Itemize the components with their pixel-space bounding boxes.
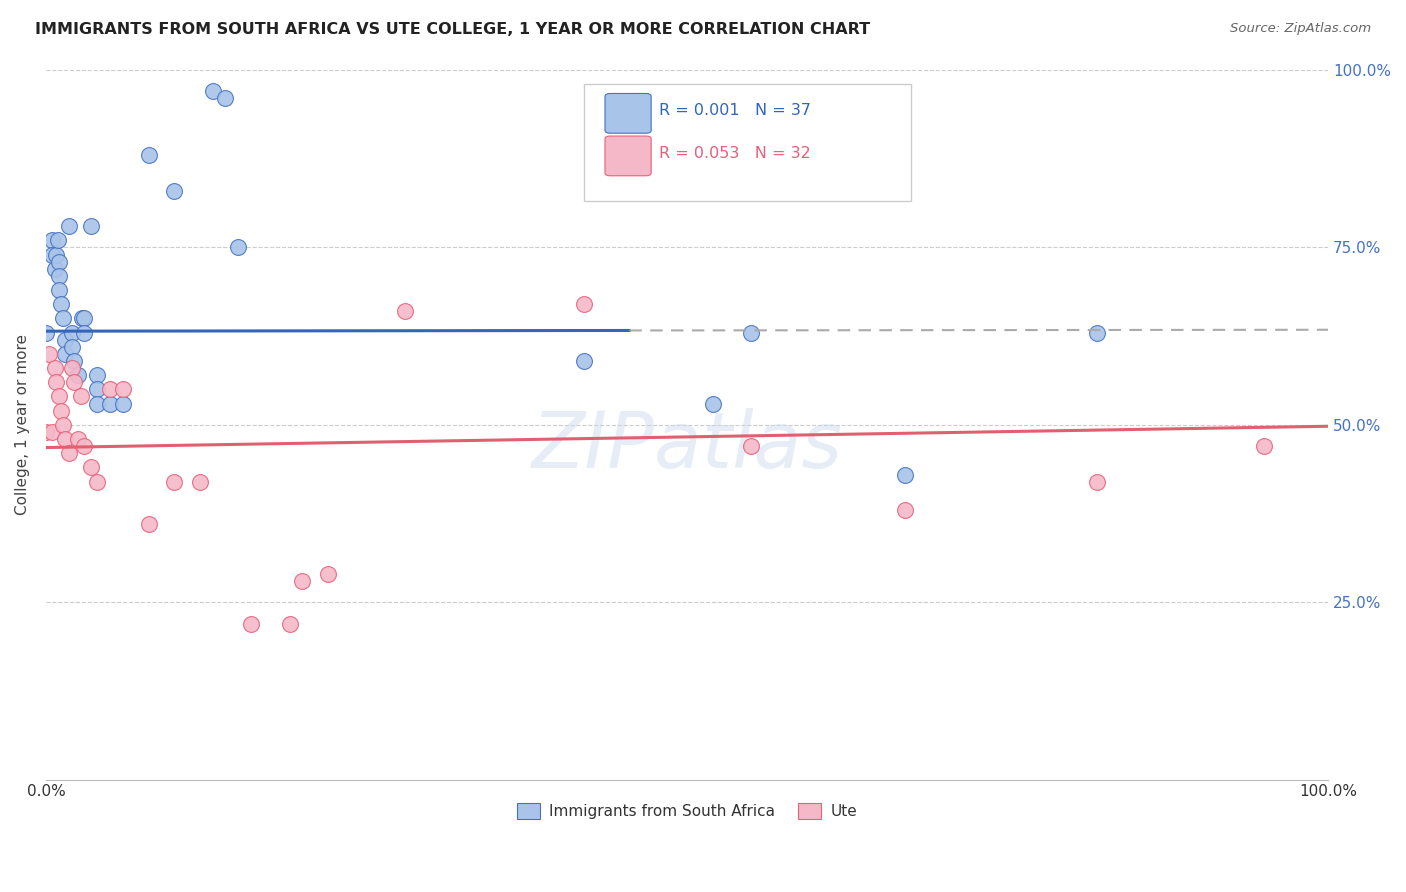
Point (98, 396, 121, 410)
Text: IMMIGRANTS FROM SOUTH AFRICA VS UTE COLLEGE, 1 YEAR OR MORE CORRELATION CHART: IMMIGRANTS FROM SOUTH AFRICA VS UTE COLL… (35, 22, 870, 37)
Point (574, 354, 596, 368)
Point (41, 425, 63, 439)
Point (66, 432, 89, 446)
Text: R = 0.053   N = 32: R = 0.053 N = 32 (659, 146, 811, 161)
Point (66, 368, 89, 383)
Point (1253, 439, 1275, 453)
Point (214, 91, 236, 105)
Point (80, 219, 103, 234)
Point (740, 326, 762, 340)
Point (53, 432, 76, 446)
Point (86, 396, 108, 410)
Point (226, 240, 249, 254)
Point (48, 254, 70, 268)
Point (394, 304, 416, 318)
Point (58, 219, 80, 234)
Point (163, 184, 186, 198)
FancyBboxPatch shape (585, 84, 911, 202)
Point (291, 574, 314, 588)
Point (45, 376, 67, 390)
Point (58, 446, 80, 460)
Point (51, 403, 73, 417)
Point (44, 361, 66, 376)
Point (98, 382, 121, 396)
Point (278, 616, 301, 631)
Point (138, 517, 160, 532)
Text: ZIPatlas: ZIPatlas (531, 409, 842, 484)
Point (73, 326, 96, 340)
Point (52, 311, 75, 326)
FancyBboxPatch shape (605, 136, 651, 176)
Point (69, 389, 91, 403)
Point (70, 311, 93, 326)
Point (48, 389, 70, 403)
Point (60, 361, 83, 376)
Point (240, 616, 263, 631)
Point (38, 347, 60, 361)
Point (1085, 475, 1108, 489)
Text: R = 0.001   N = 37: R = 0.001 N = 37 (659, 103, 811, 118)
Point (73, 439, 96, 453)
Point (41, 233, 63, 247)
Point (51, 297, 73, 311)
Point (45, 247, 67, 261)
Point (1085, 326, 1108, 340)
Point (53, 347, 76, 361)
Legend: Immigrants from South Africa, Ute: Immigrants from South Africa, Ute (510, 797, 863, 825)
Point (35, 425, 58, 439)
Point (48, 268, 70, 283)
Point (63, 354, 86, 368)
Point (35, 326, 58, 340)
Point (111, 396, 134, 410)
Point (138, 148, 160, 162)
Point (188, 475, 211, 489)
Point (60, 340, 83, 354)
FancyBboxPatch shape (605, 94, 651, 133)
Point (894, 503, 917, 517)
Point (80, 460, 103, 475)
Point (894, 467, 917, 482)
Point (41, 247, 63, 261)
Text: Source: ZipAtlas.com: Source: ZipAtlas.com (1230, 22, 1371, 36)
Point (201, 84, 224, 98)
Point (60, 326, 83, 340)
Point (52, 417, 75, 432)
Point (86, 368, 108, 383)
Point (163, 475, 186, 489)
Point (86, 382, 108, 396)
Point (73, 311, 96, 326)
Point (46, 233, 69, 247)
Point (740, 439, 762, 453)
Point (48, 283, 70, 297)
Point (111, 382, 134, 396)
Y-axis label: College, 1 year or more: College, 1 year or more (15, 334, 30, 516)
Point (86, 475, 108, 489)
Point (316, 566, 339, 581)
Point (702, 396, 724, 410)
Point (574, 297, 596, 311)
Point (63, 376, 86, 390)
Point (53, 333, 76, 347)
Point (44, 261, 66, 276)
